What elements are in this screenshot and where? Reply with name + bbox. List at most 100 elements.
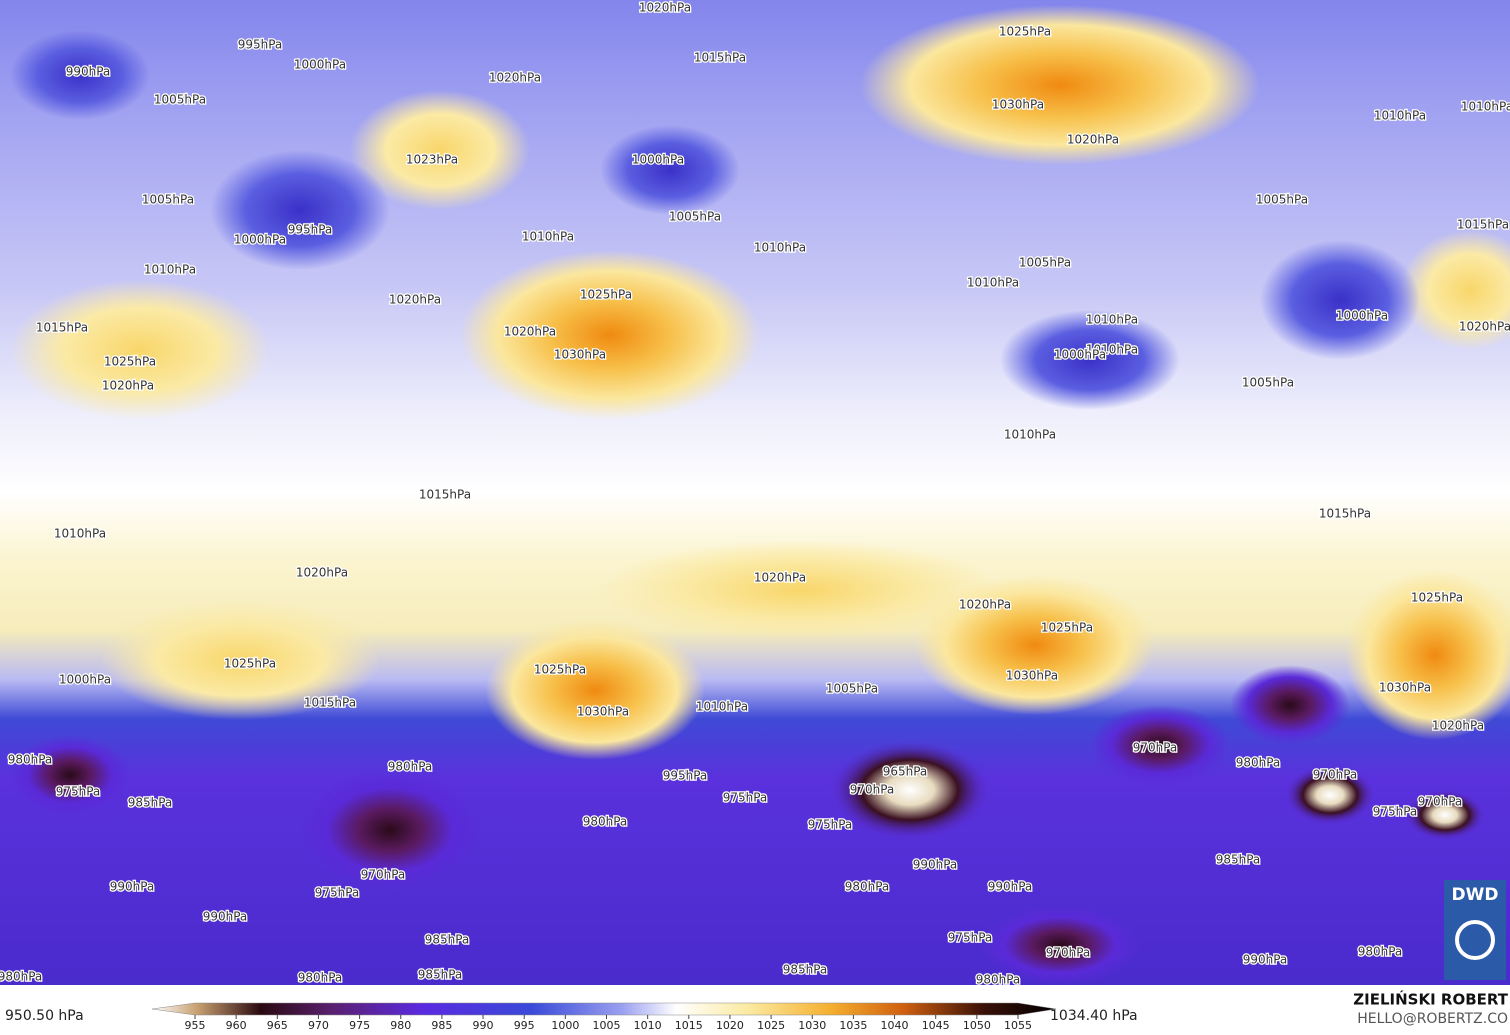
isobar-label: 1030hPa [554,348,606,362]
isobar-label: 995hPa [238,38,283,52]
isobar-label: 995hPa [288,223,333,237]
isobar-label: 980hPa [1358,945,1403,959]
isobar-labels: 1020hPa 995hPa 990hPa 1000hPa 1005hPa 1015hPa… [0,0,1510,988]
isobar-label: 1030hPa [577,705,629,719]
isobar-label: 970hPa [850,783,895,797]
isobar-label: 1030hPa [1006,669,1058,683]
isobar-label: 1023hPa [406,153,458,167]
isobar-label: 990hPa [913,858,958,872]
isobar-label: 1010hPa [144,263,196,277]
colorbar-tick-label: 985 [431,1019,452,1032]
author: ZIELIŃSKI ROBERT [1353,990,1508,1009]
colorbar-tick-label: 1055 [1004,1019,1032,1032]
colorbar-tick-label: 1045 [922,1019,950,1032]
colorbar-tick-label: 965 [267,1019,288,1032]
isobar-label: 970hPa [1046,946,1091,960]
isobar-label: 1020hPa [959,598,1011,612]
isobar-label: 1015hPa [694,51,746,65]
logo-box [1444,880,1506,980]
isobar-label: 1000hPa [1336,309,1388,323]
colorbar-tick-label: 1005 [593,1019,621,1032]
isobar-label: 1005hPa [1256,193,1308,207]
isobar-label: 970hPa [1418,795,1463,809]
isobar-label: 1025hPa [580,288,632,302]
isobar-label: 975hPa [56,785,101,799]
isobar-label: 1020hPa [1067,133,1119,147]
colorbar-tick-label: 1035 [839,1019,867,1032]
isobar-label: 980hPa [388,760,433,774]
isobar-label: 975hPa [948,931,993,945]
colorbar-tick-label: 990 [473,1019,494,1032]
colorbar-tick-label: 980 [390,1019,411,1032]
isobar-label: 1020hPa [504,325,556,339]
colorbar-tick-label: 1010 [634,1019,662,1032]
isobar-label: 1025hPa [1041,621,1093,635]
isobar-label: 1020hPa [754,571,806,585]
colorbar-tick-label: 995 [514,1019,535,1032]
colorbar-tick-label: 1000 [551,1019,579,1032]
isobar-label: 990hPa [988,880,1033,894]
isobar-label: 1025hPa [999,25,1051,39]
isobar-label: 1000hPa [234,233,286,247]
isobar-label: 1030hPa [1379,681,1431,695]
isobar-label: 970hPa [1313,768,1358,782]
isobar-label: 985hPa [425,933,470,947]
isobar-label: 1020hPa [1459,320,1510,334]
isobar-label: 1005hPa [826,682,878,696]
isobar-label: 975hPa [808,818,853,832]
isobar-label: 980hPa [583,815,628,829]
colorbar [151,1002,1057,1016]
colorbar-tick-label: 960 [226,1019,247,1032]
isobar-label: 1010hPa [967,276,1019,290]
isobar-label: 1015hPa [304,696,356,710]
isobar-label: 975hPa [315,886,360,900]
isobar-label: 1030hPa [992,98,1044,112]
logo-text: DWD [1452,885,1499,905]
isobar-label: 965hPa [883,765,928,779]
isobar-label: 1015hPa [419,488,471,502]
isobar-label: 975hPa [723,791,768,805]
isobar-label: 970hPa [361,868,406,882]
isobar-label: 1025hPa [224,657,276,671]
isobar-label: 1010hPa [54,527,106,541]
isobar-label: 980hPa [0,970,42,984]
isobar-label: 995hPa [663,769,708,783]
colorbar-tick-label: 1050 [963,1019,991,1032]
isobar-label: 990hPa [203,910,248,924]
isobar-label: 985hPa [783,963,828,977]
isobar-label: 985hPa [418,968,463,982]
colorbar-tick-label: 975 [349,1019,370,1032]
isobar-label: 980hPa [298,971,343,985]
isobar-label: 1010hPa [754,241,806,255]
isobar-label: 1000hPa [294,58,346,72]
isobar-label: 1015hPa [1319,507,1371,521]
isobar-label: 1015hPa [1457,218,1509,232]
isobar-label: 1010hPa [1461,100,1510,114]
isobar-label: 1005hPa [154,93,206,107]
isobar-label: 980hPa [8,753,53,767]
isobar-label: 1025hPa [534,663,586,677]
map-background [0,0,1510,985]
isobar-label: 990hPa [1243,953,1288,967]
isobar-label: 970hPa [1133,741,1178,755]
isobar-label: 1005hPa [1242,376,1294,390]
isobar-label: 990hPa [66,65,111,79]
isobar-label: 1010hPa [522,230,574,244]
colorbar-min: 950.50 hPa [5,1008,84,1024]
logo-icon [1455,920,1495,960]
colorbar-tick-label: 970 [308,1019,329,1032]
isobar-label: 1010hPa [1374,109,1426,123]
colorbar-tick-label: 1025 [757,1019,785,1032]
isobar-label: 990hPa [110,880,155,894]
isobar-label: 1005hPa [142,193,194,207]
isobar-label: 1010hPa [1086,313,1138,327]
colorbar-tick-label: 1040 [881,1019,909,1032]
isobar-label: 1025hPa [1411,591,1463,605]
isobar-label: 1015hPa [36,321,88,335]
isobar-label: 975hPa [1373,805,1418,819]
isobar-label: 980hPa [1236,756,1281,770]
isobar-label: 1000hPa [632,153,684,167]
colorbar-tick-label: 955 [185,1019,206,1032]
colorbar-tick-label: 1015 [675,1019,703,1032]
